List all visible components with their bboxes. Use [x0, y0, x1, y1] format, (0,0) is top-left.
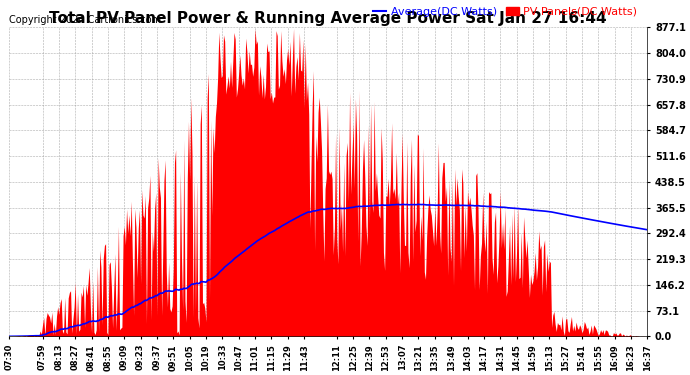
Legend: Average(DC Watts), PV Panels(DC Watts): Average(DC Watts), PV Panels(DC Watts)	[368, 2, 642, 21]
Text: Copyright 2024 Cartronics.com: Copyright 2024 Cartronics.com	[9, 15, 161, 25]
Title: Total PV Panel Power & Running Average Power Sat Jan 27 16:44: Total PV Panel Power & Running Average P…	[49, 11, 607, 26]
